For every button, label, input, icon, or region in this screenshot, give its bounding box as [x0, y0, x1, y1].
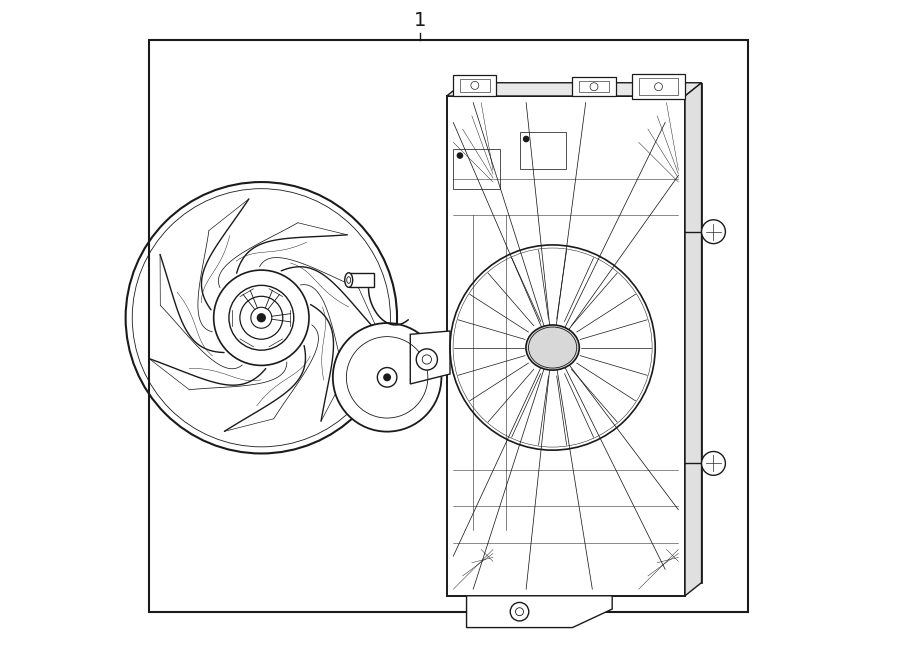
Ellipse shape — [345, 273, 353, 287]
Polygon shape — [466, 596, 612, 628]
Bar — [572, 77, 616, 96]
Polygon shape — [410, 331, 450, 384]
Bar — [632, 74, 685, 99]
Circle shape — [383, 373, 392, 381]
Circle shape — [333, 323, 441, 432]
Ellipse shape — [528, 327, 577, 368]
Bar — [639, 78, 679, 95]
Circle shape — [229, 285, 293, 350]
Bar — [348, 273, 374, 287]
Circle shape — [213, 270, 309, 365]
Circle shape — [377, 367, 397, 387]
Circle shape — [251, 307, 272, 328]
Circle shape — [590, 83, 598, 91]
Circle shape — [654, 83, 662, 91]
Bar — [460, 79, 490, 92]
Circle shape — [510, 602, 529, 621]
Bar — [148, 40, 748, 612]
Polygon shape — [464, 83, 702, 583]
Circle shape — [240, 297, 283, 339]
Circle shape — [702, 451, 725, 475]
Circle shape — [523, 136, 529, 142]
Bar — [454, 75, 496, 96]
Polygon shape — [446, 96, 685, 596]
Polygon shape — [685, 83, 702, 596]
Circle shape — [471, 81, 479, 89]
Polygon shape — [446, 83, 702, 96]
Circle shape — [456, 152, 464, 159]
Bar — [454, 149, 500, 189]
Text: 1: 1 — [414, 11, 427, 30]
Bar — [519, 132, 566, 169]
Ellipse shape — [526, 325, 580, 370]
Bar — [579, 81, 609, 92]
Circle shape — [416, 349, 437, 370]
Circle shape — [256, 313, 266, 322]
Circle shape — [702, 220, 725, 244]
